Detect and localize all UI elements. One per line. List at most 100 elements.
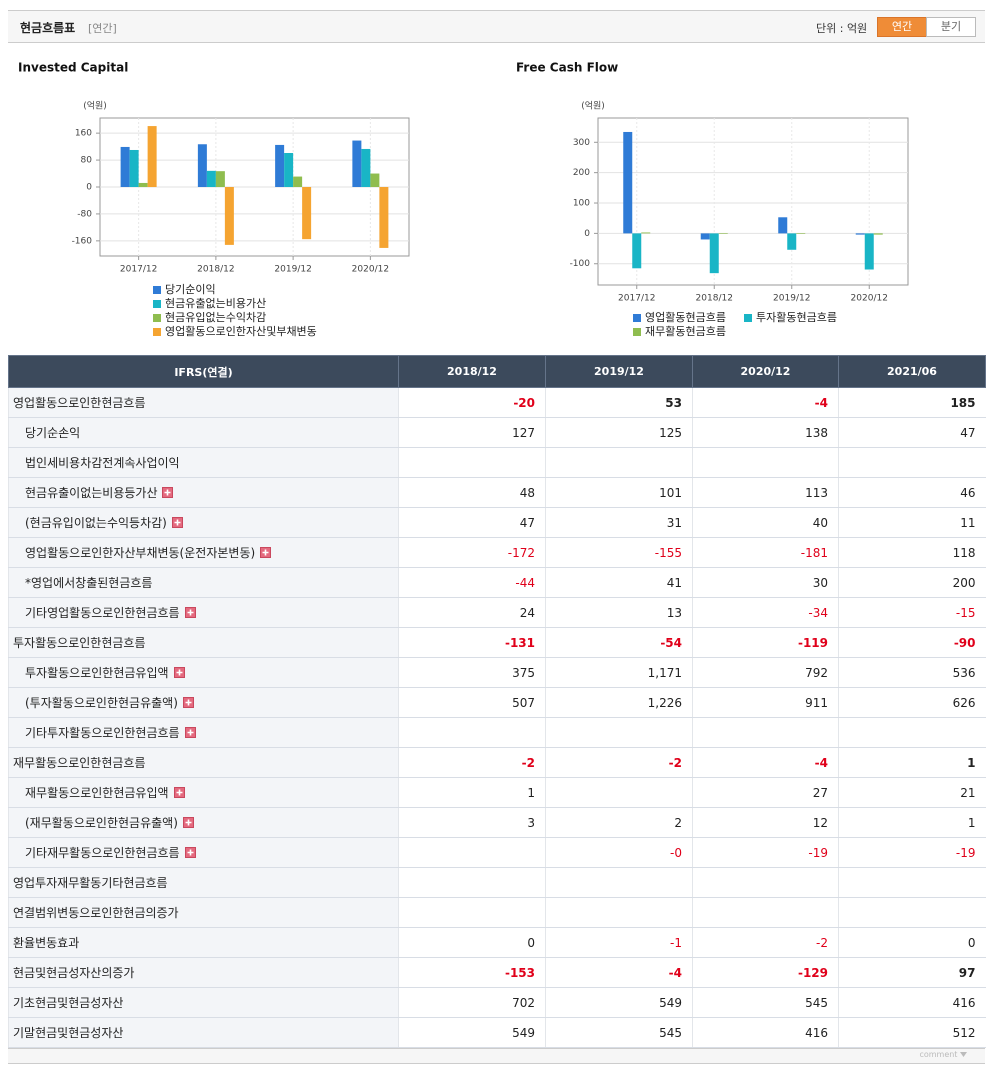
row-label-cell: 법인세비용차감전계속사업이익 bbox=[8, 447, 399, 478]
value-cell: -34 bbox=[692, 597, 839, 628]
table-row: 영업활동으로인한현금흐름 -20 53 -4 185 bbox=[8, 387, 986, 418]
expand-icon[interactable] bbox=[184, 727, 196, 738]
bar bbox=[370, 173, 380, 187]
value-cell: 792 bbox=[692, 657, 839, 688]
value-cell: 41 bbox=[545, 567, 693, 598]
row-label: 재무활동으로인한현금흐름 bbox=[13, 756, 146, 770]
value-cell bbox=[398, 837, 546, 868]
row-label-cell: (재무활동으로인한현금유출액) bbox=[8, 807, 399, 838]
expand-icon[interactable] bbox=[182, 697, 194, 708]
row-label: (투자활동으로인한현금유출액) bbox=[25, 696, 178, 710]
table-row: 기초현금및현금성자산 702 549 545 416 bbox=[8, 987, 986, 1018]
value-cell bbox=[545, 777, 693, 808]
value-cell: 702 bbox=[398, 987, 546, 1018]
bar bbox=[641, 232, 651, 234]
legend-swatch bbox=[633, 328, 641, 336]
row-label-cell: (투자활동으로인한현금유출액) bbox=[8, 687, 399, 718]
value-cell: 549 bbox=[545, 987, 693, 1018]
y-tick-label: 0 bbox=[584, 229, 590, 239]
expand-icon[interactable] bbox=[260, 547, 272, 558]
legend-label: 당기순이익 bbox=[165, 283, 216, 296]
tab[interactable]: 분기 bbox=[926, 17, 976, 37]
value-cell: 545 bbox=[545, 1017, 693, 1048]
row-label-cell: 현금유출이없는비용등가산 bbox=[8, 477, 399, 508]
bar bbox=[120, 146, 130, 187]
value-cell: 13 bbox=[545, 597, 693, 628]
tab[interactable]: 연간 bbox=[877, 17, 927, 37]
value-cell: 416 bbox=[838, 987, 986, 1018]
table-row: 투자활동으로인한현금유입액 375 1,171 792 536 bbox=[8, 657, 986, 688]
value-cell: 1 bbox=[838, 747, 986, 778]
value-cell: 46 bbox=[838, 477, 986, 508]
value-cell bbox=[398, 447, 546, 478]
row-label-cell: *영업에서창출된현금흐름 bbox=[8, 567, 399, 598]
legend-label: 투자활동현금흐름 bbox=[756, 310, 837, 324]
bar bbox=[873, 233, 883, 235]
icon-plus bbox=[185, 699, 192, 706]
value-cell bbox=[692, 867, 839, 898]
footer: comment bbox=[8, 1048, 985, 1064]
value-cell: 416 bbox=[692, 1017, 839, 1048]
header: 현금흐름표 [연간] 단위 : 억원 연간 분기 bbox=[8, 10, 985, 43]
chart-title: Invested Capital bbox=[18, 61, 128, 75]
expand-icon[interactable] bbox=[182, 817, 194, 828]
table-row: 당기순손익 127 125 138 47 bbox=[8, 417, 986, 448]
row-label-cell: 영업활동으로인한자산부채변동(운전자본변동) bbox=[8, 537, 399, 568]
row-label: 환율변동효과 bbox=[13, 936, 80, 950]
bar bbox=[138, 182, 148, 187]
table-row: 현금유출이없는비용등가산 48 101 113 46 bbox=[8, 477, 986, 508]
value-cell: 185 bbox=[838, 387, 986, 418]
expand-icon[interactable] bbox=[184, 607, 196, 618]
value-cell: -153 bbox=[398, 957, 546, 988]
table-row: 영업투자재무활동기타현금흐름 bbox=[8, 867, 986, 898]
value-cell: -172 bbox=[398, 537, 546, 568]
value-cell: 47 bbox=[838, 417, 986, 448]
bar bbox=[293, 176, 303, 187]
table-row: 기말현금및현금성자산 549 545 416 512 bbox=[8, 1017, 986, 1048]
value-cell: 30 bbox=[692, 567, 839, 598]
value-cell: 97 bbox=[838, 957, 986, 988]
row-label-cell: 영업활동으로인한현금흐름 bbox=[8, 387, 399, 418]
comment-toggle[interactable]: comment bbox=[919, 1050, 958, 1059]
icon-plus bbox=[187, 729, 194, 736]
expand-icon[interactable] bbox=[173, 787, 185, 798]
value-cell: 375 bbox=[398, 657, 546, 688]
legend-swatch bbox=[153, 328, 161, 336]
bar bbox=[206, 170, 216, 187]
value-cell: -4 bbox=[545, 957, 693, 988]
subtitle: [연간] bbox=[88, 22, 117, 35]
chart-panel: Free Cash Flow 300 200 100 0 -100 (억원) 2017/12 2… bbox=[506, 52, 985, 352]
column-header: 2019/12 bbox=[545, 355, 693, 388]
row-label: 당기순손익 bbox=[25, 426, 81, 440]
bar bbox=[215, 171, 225, 187]
icon-plus bbox=[187, 609, 194, 616]
row-label: 투자활동으로인한현금유입액 bbox=[25, 666, 169, 680]
value-cell: -181 bbox=[692, 537, 839, 568]
value-cell bbox=[398, 897, 546, 928]
value-cell bbox=[838, 717, 986, 748]
row-label: 영업투자재무활동기타현금흐름 bbox=[13, 876, 168, 890]
x-tick-label: 2018/12 bbox=[696, 294, 733, 304]
legend-label: 현금유입없는수익차감 bbox=[165, 311, 266, 324]
value-cell: 118 bbox=[838, 537, 986, 568]
value-cell: 21 bbox=[838, 777, 986, 808]
bar bbox=[623, 131, 633, 234]
expand-icon[interactable] bbox=[184, 847, 196, 858]
y-tick-label: -100 bbox=[570, 259, 591, 269]
legend-label: 재무활동현금흐름 bbox=[645, 324, 726, 338]
row-label: 현금및현금성자산의증가 bbox=[13, 966, 135, 980]
value-cell: 11 bbox=[838, 507, 986, 538]
value-cell: -19 bbox=[692, 837, 839, 868]
expand-icon[interactable] bbox=[173, 667, 185, 678]
bar bbox=[778, 217, 788, 234]
expand-icon[interactable] bbox=[162, 487, 174, 498]
caret-icon bbox=[960, 1052, 967, 1057]
row-label: 현금유출이없는비용등가산 bbox=[25, 486, 158, 500]
y-tick-label: 80 bbox=[81, 156, 93, 166]
y-tick-label: 160 bbox=[75, 129, 92, 139]
row-label: (재무활동으로인한현금유출액) bbox=[25, 816, 178, 830]
legend-label: 현금유출없는비용가산 bbox=[165, 297, 266, 310]
y-tick-label: -160 bbox=[72, 236, 93, 246]
expand-icon[interactable] bbox=[171, 517, 183, 528]
value-cell: 1 bbox=[398, 777, 546, 808]
